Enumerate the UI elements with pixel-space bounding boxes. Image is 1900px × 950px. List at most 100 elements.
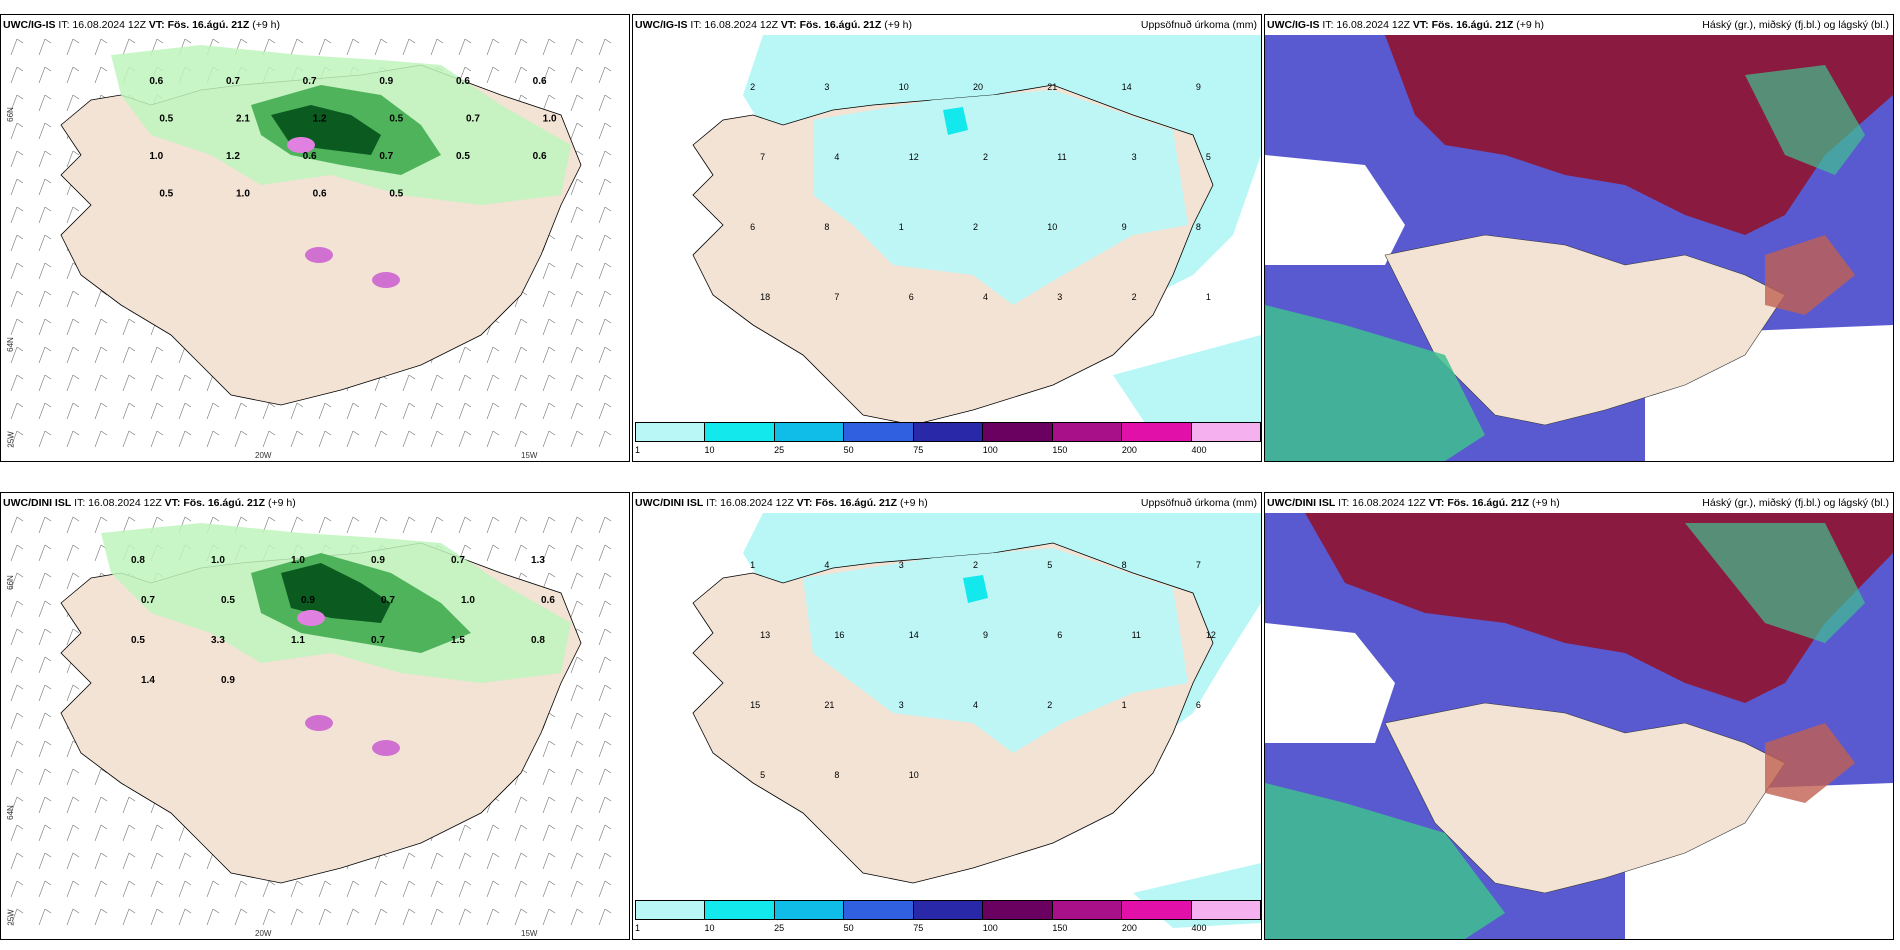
value-label: 7 [834, 292, 839, 302]
wind-barb [318, 516, 332, 534]
wind-barb [94, 880, 108, 898]
wind-barb [66, 206, 80, 224]
wind-barb [290, 908, 304, 926]
wind-barb [486, 516, 500, 534]
wind-barb [514, 402, 528, 420]
wind-barb [542, 908, 556, 926]
wind-barb [514, 374, 528, 392]
panel-header: UWC/DINI ISL IT: 16.08.2024 12Z VT: Fös.… [3, 497, 296, 509]
wind-barb [10, 824, 24, 842]
colorbar-swatch [1191, 423, 1260, 441]
precip-over-land [813, 90, 1188, 305]
colorbar-swatch [983, 901, 1053, 919]
gust-map[interactable]: 0.6 0.7 0.7 0.9 0.6 0.6 0.5 2.1 1.2 0.5 0.7 1.0 1.0 1… [1, 35, 629, 461]
wind-barb [10, 516, 24, 534]
precip-map[interactable]: 2 3 10 20 21 14 97 4 12 2 11 3 56 8 1 2 10 9 818 7 6 4 3 2 1 [633, 35, 1261, 461]
value-label: 10 [909, 770, 919, 780]
wind-barb [542, 824, 556, 842]
wind-barb [66, 852, 80, 870]
wind-barb [598, 684, 612, 702]
wind-barb [430, 908, 444, 926]
value-label: 0.7 [451, 555, 465, 566]
value-label: 4 [834, 152, 839, 162]
wind-barb [514, 852, 528, 870]
value-label: 3 [899, 560, 904, 570]
wind-barb [66, 796, 80, 814]
wind-barb [514, 38, 528, 56]
wind-barb [10, 544, 24, 562]
value-label: 0.9 [301, 595, 315, 606]
value-label: 0.5 [389, 188, 403, 199]
gust-magenta [297, 610, 325, 626]
panel-cloud-bottom: UWC/DINI ISL IT: 16.08.2024 12Z VT: Fös.… [1264, 492, 1894, 940]
wind-barb [458, 880, 472, 898]
wind-barb [598, 206, 612, 224]
lon-label: 20W [255, 451, 272, 460]
value-label: 1.4 [141, 675, 155, 686]
wind-barb [598, 852, 612, 870]
cloud-map[interactable] [1265, 513, 1893, 939]
wind-barb [150, 374, 164, 392]
colorbar-swatch [774, 423, 845, 441]
wind-barb [346, 880, 360, 898]
value-label: 12 [1206, 630, 1216, 640]
value-label: 4 [973, 700, 978, 710]
wind-barb [430, 430, 444, 448]
wind-barb [598, 94, 612, 112]
wind-barb [38, 656, 52, 674]
wind-barb [94, 824, 108, 842]
cloud-map[interactable] [1265, 35, 1893, 461]
wind-barb [542, 796, 556, 814]
wind-barb [374, 402, 388, 420]
wind-barb [318, 430, 332, 448]
wind-barb [262, 880, 276, 898]
value-label: 1.0 [543, 113, 557, 124]
wind-barb [178, 852, 192, 870]
wind-barb [66, 94, 80, 112]
value-label: 9 [1122, 222, 1127, 232]
precip-area-sw [1113, 335, 1261, 435]
wind-barb [38, 740, 52, 758]
value-label: 0.5 [456, 151, 470, 162]
wind-barb [542, 66, 556, 84]
colorbar-swatch [844, 423, 914, 441]
wind-barb [598, 740, 612, 758]
value-label: 5 [1047, 560, 1052, 570]
value-label: 0.5 [159, 113, 173, 124]
wind-barb [38, 572, 52, 590]
wind-barb [206, 430, 220, 448]
wind-barb [178, 880, 192, 898]
wind-barb [122, 824, 136, 842]
wind-barb [38, 122, 52, 140]
colorbar-label: 25 [774, 445, 785, 455]
wind-barb [570, 234, 584, 252]
low-cloud [1265, 783, 1505, 939]
gust-map[interactable]: 0.8 1.0 1.0 0.9 0.7 1.3 0.7 0.5 0.9 0.7 1.0 0.6 0.5 3… [1, 513, 629, 939]
wind-barb [402, 908, 416, 926]
wind-barb [598, 712, 612, 730]
wind-barb [570, 262, 584, 280]
value-label: 2 [1047, 700, 1052, 710]
wind-barb [66, 768, 80, 786]
wind-barb [486, 544, 500, 562]
wind-barb [598, 824, 612, 842]
value-label: 0.6 [149, 76, 163, 87]
wind-barb [94, 318, 108, 336]
wind-barb [402, 880, 416, 898]
value-label: 0.6 [541, 595, 555, 606]
value-label: 3 [1057, 292, 1062, 302]
wind-barb [66, 572, 80, 590]
wind-barb [122, 796, 136, 814]
value-label: 1.0 [291, 555, 305, 566]
wind-barb [598, 346, 612, 364]
panel-header: UWC/IG-IS IT: 16.08.2024 12Z VT: Fös. 16… [1267, 19, 1889, 31]
wind-barb [66, 346, 80, 364]
wind-barb [402, 852, 416, 870]
wind-barb [486, 852, 500, 870]
wind-barb [598, 880, 612, 898]
wind-barb [122, 880, 136, 898]
wind-barb [402, 38, 416, 56]
wind-barb [38, 374, 52, 392]
colorbar-swatch [1052, 423, 1123, 441]
